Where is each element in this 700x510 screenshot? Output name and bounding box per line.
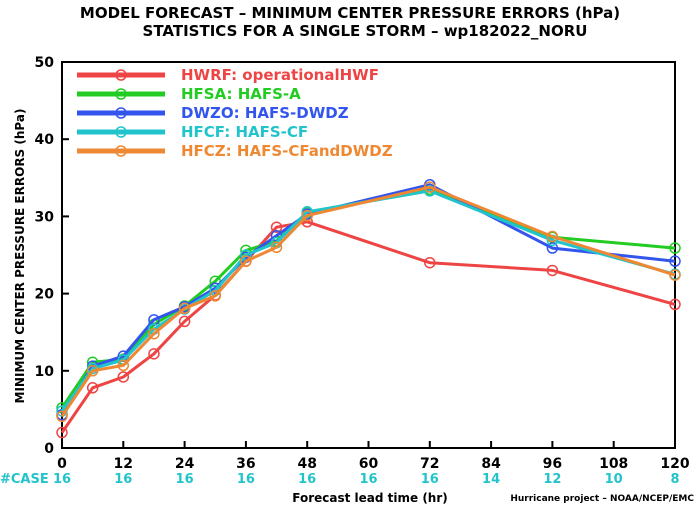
x-tick-label: 96 bbox=[543, 456, 562, 472]
series-1 bbox=[56, 183, 681, 414]
data-point bbox=[669, 298, 681, 311]
legend-item-0: HWRF: operationalHWF bbox=[77, 66, 379, 84]
y-tick-label: 50 bbox=[35, 55, 55, 71]
case-count: 16 bbox=[421, 472, 439, 487]
series-line bbox=[60, 183, 676, 416]
x-tick-label: 24 bbox=[175, 456, 195, 472]
data-point bbox=[546, 230, 559, 243]
x-tick-label: 12 bbox=[114, 456, 133, 472]
series-layer bbox=[56, 178, 681, 439]
data-point bbox=[86, 382, 99, 394]
legend-label: HFCZ: HAFS-CFandDWDZ bbox=[181, 142, 393, 160]
data-point bbox=[86, 365, 99, 377]
series-line bbox=[60, 187, 676, 409]
y-axis-label: MINIMUM CENTER PRESSURE ERRORS (hPa) bbox=[13, 109, 27, 404]
case-count: 10 bbox=[605, 472, 623, 487]
data-point bbox=[270, 241, 283, 254]
legend-item-1: HFSA: HAFS-A bbox=[77, 85, 301, 103]
data-point bbox=[178, 315, 191, 328]
data-point bbox=[56, 426, 68, 439]
x-tick-label: 0 bbox=[57, 456, 67, 472]
legend-label: HFSA: HAFS-A bbox=[181, 85, 301, 103]
series-4 bbox=[56, 181, 681, 423]
series-line bbox=[60, 185, 676, 418]
case-count: 16 bbox=[176, 472, 194, 487]
x-tick-label: 36 bbox=[236, 456, 255, 472]
y-tick-label: 40 bbox=[35, 132, 55, 148]
case-row-label: #CASE bbox=[0, 472, 49, 487]
x-tick-label: 48 bbox=[297, 456, 316, 472]
data-point bbox=[240, 255, 252, 267]
case-count: 16 bbox=[298, 472, 316, 487]
legend-label: HFCF: HAFS-CF bbox=[181, 123, 308, 141]
legend-label: HWRF: operationalHWF bbox=[181, 66, 379, 84]
x-tick-label: 60 bbox=[359, 456, 379, 472]
case-count: 14 bbox=[482, 472, 500, 487]
legend-item-2: DWZO: HAFS-DWDZ bbox=[77, 104, 349, 122]
case-count: 16 bbox=[53, 472, 71, 487]
data-point bbox=[546, 264, 559, 277]
case-count: 8 bbox=[670, 472, 679, 487]
series-line bbox=[60, 220, 676, 434]
x-tick-label: 120 bbox=[660, 456, 689, 472]
data-point bbox=[117, 359, 130, 372]
legend-swatch-marker bbox=[115, 88, 127, 100]
chart-subtitle: STATISTICS FOR A SINGLE STORM – wp182022… bbox=[143, 22, 588, 40]
data-point bbox=[209, 290, 221, 302]
plot-frame bbox=[61, 61, 676, 449]
legend-swatch-marker bbox=[115, 126, 127, 138]
y-tick-label: 10 bbox=[35, 364, 55, 380]
case-count: 16 bbox=[237, 472, 255, 487]
data-point bbox=[148, 327, 160, 340]
axes: 0 12 24 36 48 60 72 84 96 108 120 0 10 20 30 40 50 bbox=[35, 55, 690, 472]
case-count: 12 bbox=[543, 472, 561, 487]
data-point bbox=[148, 348, 160, 360]
x-axis-label: Forecast lead time (hr) bbox=[292, 491, 448, 505]
legend-swatch-marker bbox=[115, 145, 127, 157]
data-point bbox=[669, 269, 681, 281]
data-point bbox=[424, 256, 436, 269]
x-tick-label: 84 bbox=[481, 456, 501, 472]
x-tick-label: 72 bbox=[420, 456, 439, 472]
y-tick-label: 30 bbox=[35, 209, 55, 225]
data-point bbox=[669, 255, 681, 267]
data-point bbox=[56, 410, 68, 423]
data-point bbox=[270, 221, 283, 233]
series-3 bbox=[56, 185, 681, 417]
legend-item-3: HFCF: HAFS-CF bbox=[77, 123, 308, 141]
data-point bbox=[301, 209, 313, 222]
data-point bbox=[178, 302, 191, 315]
y-tick-label: 0 bbox=[44, 441, 54, 457]
x-tick-label: 108 bbox=[599, 456, 628, 472]
case-counts: #CASE 16 16 16 16 16 16 16 14 12 10 8 bbox=[0, 472, 680, 487]
case-count: 16 bbox=[359, 472, 377, 487]
series-2 bbox=[56, 178, 681, 421]
legend-swatch-marker bbox=[115, 107, 127, 119]
legend-swatch-marker bbox=[115, 69, 127, 81]
data-point bbox=[424, 181, 436, 193]
legend-item-4: HFCZ: HAFS-CFandDWDZ bbox=[77, 142, 393, 160]
series-line bbox=[60, 189, 676, 412]
y-tick-label: 20 bbox=[35, 287, 55, 303]
case-count: 16 bbox=[114, 472, 132, 487]
legend-label: DWZO: HAFS-DWDZ bbox=[181, 104, 349, 122]
data-point bbox=[117, 371, 130, 383]
data-point bbox=[546, 242, 559, 254]
chart-title: MODEL FORECAST – MINIMUM CENTER PRESSURE… bbox=[80, 4, 620, 22]
data-point bbox=[669, 242, 681, 254]
credit-text: Hurricane project – NOAA/NCEP/EMC bbox=[510, 494, 694, 504]
